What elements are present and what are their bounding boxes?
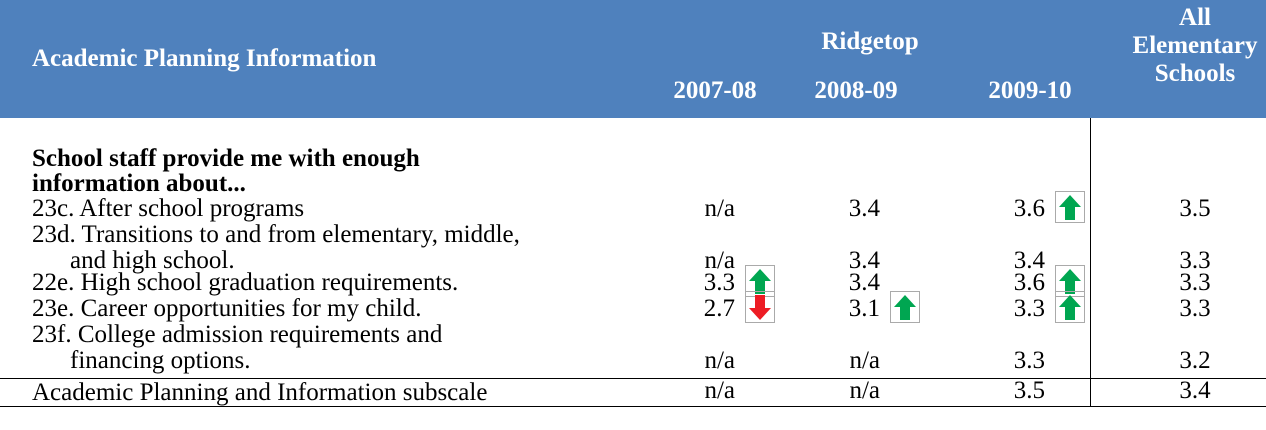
column-header: 2007-08 xyxy=(673,77,757,104)
subscale-value: n/a xyxy=(849,377,880,404)
cell-value: 3.6 xyxy=(1013,269,1045,296)
section-heading: School staff provide me with enough xyxy=(32,145,420,172)
arrow-shape xyxy=(1059,195,1081,220)
column-divider xyxy=(1090,118,1091,406)
subscale-label: Academic Planning and Information subsca… xyxy=(32,379,488,406)
cell-value: 3.4 xyxy=(848,195,880,222)
arrow-shape xyxy=(749,269,771,294)
arrow-shape xyxy=(894,295,916,320)
row-label: 23e. Career opportunities for my child. xyxy=(32,295,422,322)
header-band xyxy=(0,0,1266,118)
group-label: Ridgetop xyxy=(821,28,919,55)
trend-up xyxy=(890,291,920,323)
arrow-shape xyxy=(1059,269,1081,294)
cell-value: 2.7 xyxy=(703,295,735,322)
cell-value: 3.4 xyxy=(1013,247,1045,274)
all-value: 3.3 xyxy=(1179,247,1211,274)
cell-value: 3.4 xyxy=(848,269,880,296)
column-header: 2009-10 xyxy=(988,77,1072,104)
cell-value: 3.1 xyxy=(848,295,880,322)
trend-up xyxy=(1055,291,1085,323)
arrow-icon xyxy=(894,295,916,320)
cell-value: 3.3 xyxy=(703,269,735,296)
all-value: 3.5 xyxy=(1179,195,1211,222)
column-header: 2008-09 xyxy=(814,77,898,104)
cell-value: 3.3 xyxy=(1013,295,1045,322)
row-label: 23d. Transitions to and from elementary,… xyxy=(32,221,520,248)
row-rule xyxy=(0,406,1266,407)
subscale-all: 3.4 xyxy=(1179,377,1211,404)
row-label: 23f. College admission requirements and xyxy=(32,321,443,348)
all-schools-header: All Elementary Schools xyxy=(1132,4,1258,87)
arrow-shape xyxy=(749,295,771,320)
cell-value: 3.3 xyxy=(1013,347,1045,374)
all-value: 3.3 xyxy=(1179,269,1211,296)
arrow-icon xyxy=(749,269,771,294)
row-label: 22e. High school graduation requirements… xyxy=(32,269,459,296)
cell-value: n/a xyxy=(849,347,880,374)
trend-down xyxy=(745,291,775,323)
header-title: Academic Planning Information xyxy=(32,45,377,72)
arrow-icon xyxy=(1059,295,1081,320)
arrow-icon xyxy=(1059,195,1081,220)
all-value: 3.3 xyxy=(1179,295,1211,322)
arrow-icon xyxy=(1059,269,1081,294)
cell-value: n/a xyxy=(704,247,735,274)
subscale-value: 3.5 xyxy=(1013,377,1045,404)
row-rule xyxy=(0,378,1266,379)
row-label-continued: financing options. xyxy=(70,347,251,374)
cell-value: n/a xyxy=(704,195,735,222)
cell-value: 3.6 xyxy=(1013,195,1045,222)
subscale-value: n/a xyxy=(704,377,735,404)
row-label: 23c. After school programs xyxy=(32,195,305,222)
cell-value: n/a xyxy=(704,347,735,374)
arrow-icon xyxy=(749,295,771,320)
cell-value: 3.4 xyxy=(848,247,880,274)
arrow-shape xyxy=(1059,295,1081,320)
all-value: 3.2 xyxy=(1179,347,1211,374)
trend-up xyxy=(1055,191,1085,223)
row-label-continued: and high school. xyxy=(70,247,235,274)
section-heading: information about... xyxy=(32,170,246,197)
